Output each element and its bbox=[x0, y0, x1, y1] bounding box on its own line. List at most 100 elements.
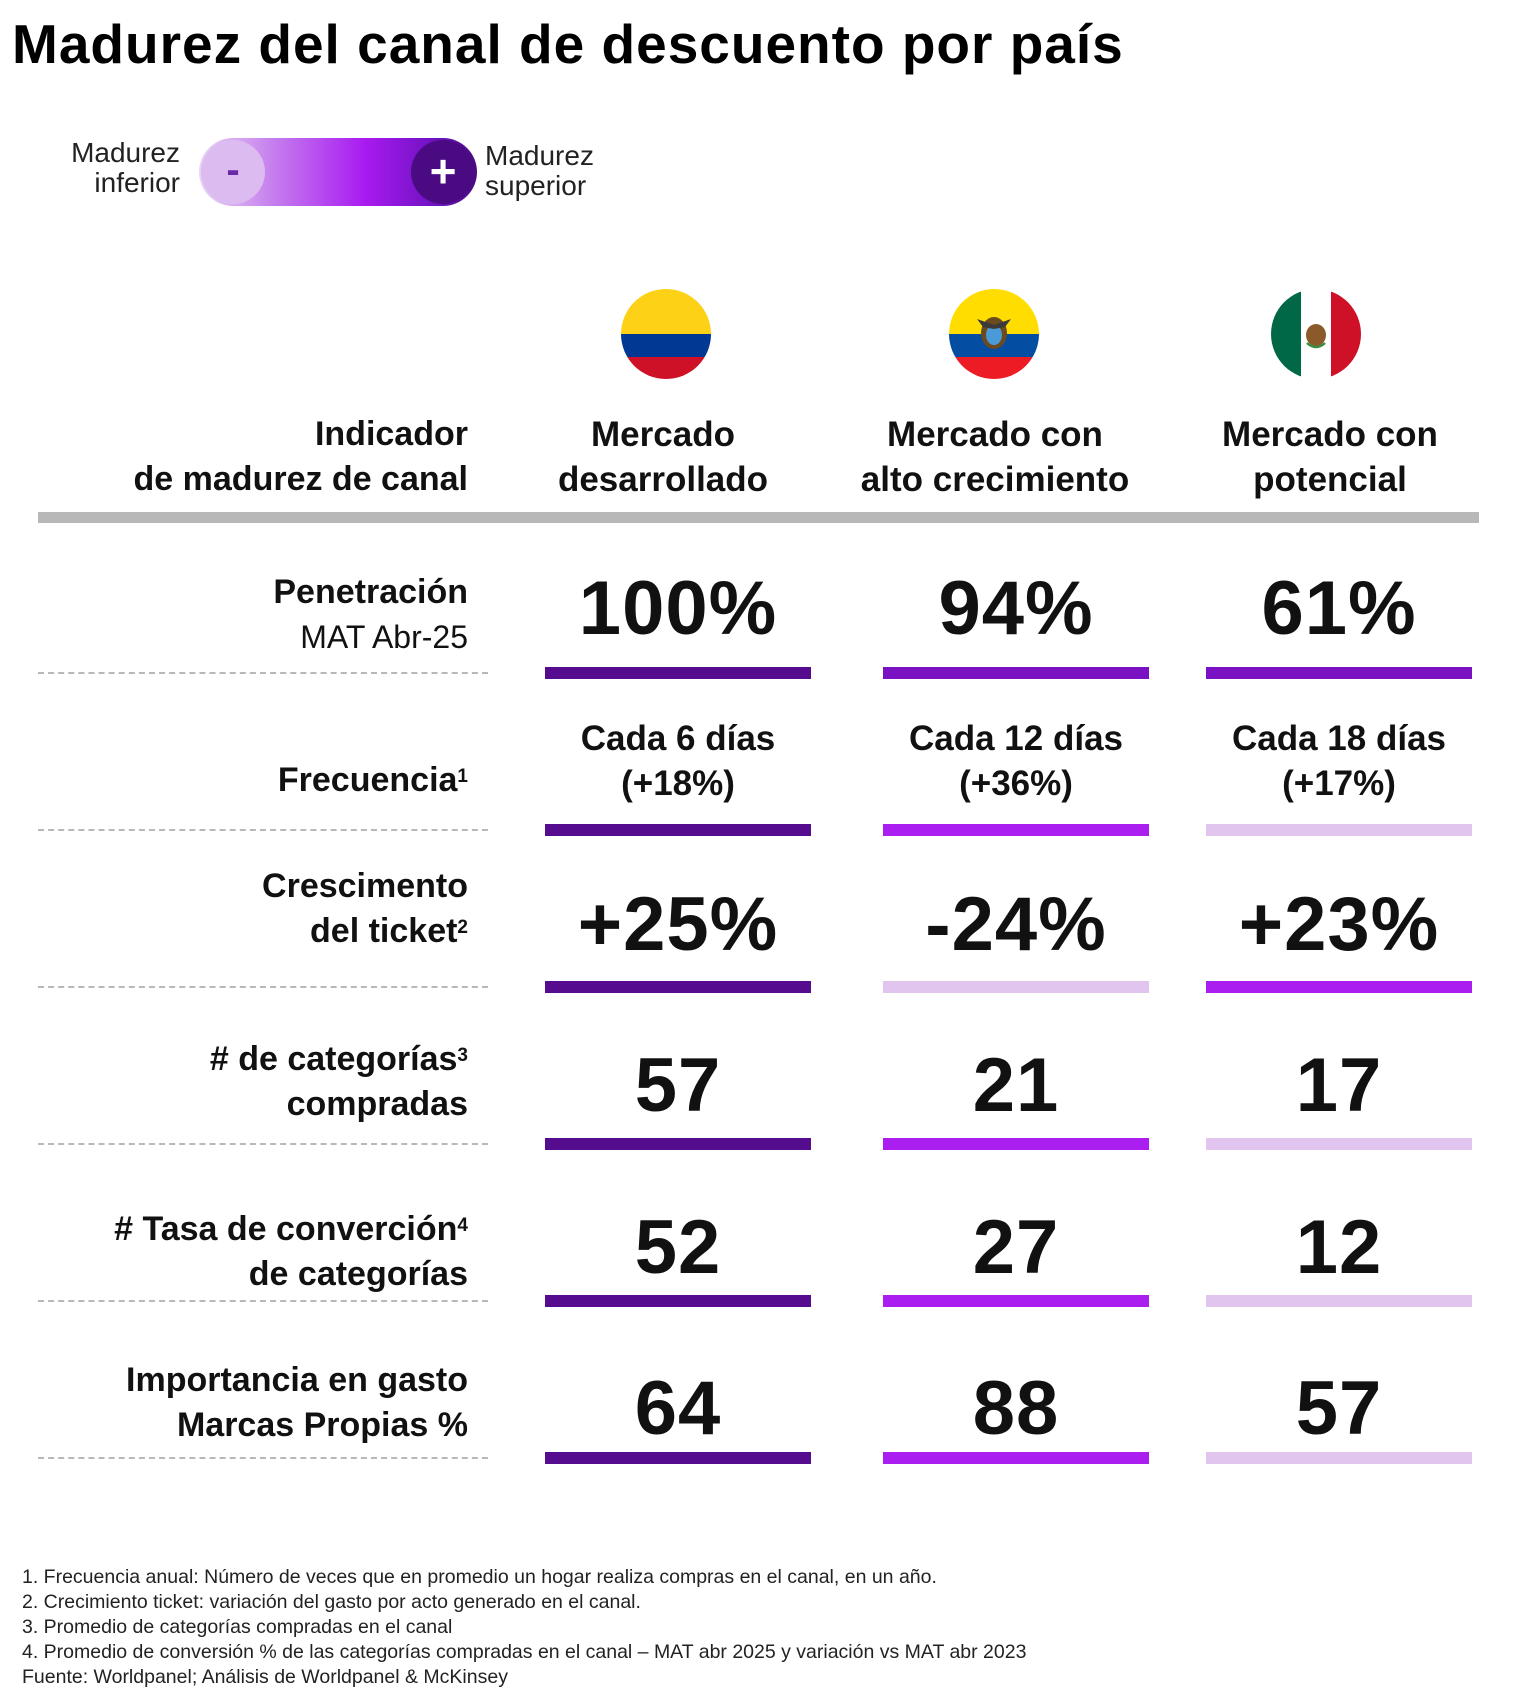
row-divider bbox=[38, 986, 488, 988]
row-label-line1: Frecuencia bbox=[277, 761, 458, 799]
mexico-flag-icon bbox=[1271, 289, 1361, 379]
legend-low-line2: inferior bbox=[94, 167, 180, 198]
header-divider bbox=[38, 512, 1479, 523]
maturity-bar bbox=[883, 981, 1149, 993]
frecuencia-value: Cada 6 días (+18%) bbox=[545, 716, 811, 806]
footnote-ref: 3 bbox=[457, 1045, 468, 1066]
frecuencia-change: (+18%) bbox=[621, 764, 735, 803]
column-header-line1: Mercado bbox=[591, 415, 735, 454]
indicator-header-line1: Indicador bbox=[314, 415, 468, 453]
maturity-bar bbox=[883, 1295, 1149, 1307]
ecuador-flag-icon bbox=[949, 289, 1039, 379]
column-header-desarrollado: Mercado desarrollado bbox=[531, 412, 795, 502]
column-header-line2: alto crecimiento bbox=[860, 460, 1130, 499]
row-label-penetracion: Penetración MAT Abr-25 bbox=[273, 570, 468, 660]
ticket-value: +25% bbox=[577, 882, 779, 967]
colombia-flag-icon bbox=[621, 289, 711, 379]
column-header-line2: desarrollado bbox=[557, 460, 769, 499]
maturity-bar bbox=[1206, 667, 1472, 679]
maturity-bar bbox=[883, 1138, 1149, 1150]
row-label-line1: # de categorías bbox=[209, 1040, 458, 1078]
legend-high-label: Madurez superior bbox=[485, 141, 594, 201]
maturity-bar bbox=[1206, 1295, 1472, 1307]
conversion-value: 52 bbox=[634, 1205, 722, 1290]
row-label-categorias: # de categorías3 compradas bbox=[210, 1037, 468, 1127]
row-divider bbox=[38, 1300, 488, 1302]
maturity-gradient-scale: - + bbox=[199, 138, 477, 206]
row-label-frecuencia: Frecuencia1 bbox=[278, 758, 468, 803]
plus-icon: + bbox=[411, 140, 475, 204]
penetracion-value: 94% bbox=[938, 566, 1094, 651]
row-label-line1: # Tasa de converción bbox=[114, 1210, 458, 1248]
maturity-bar bbox=[1206, 824, 1472, 836]
row-label-conversion: # Tasa de converción4 de categorías bbox=[114, 1207, 468, 1297]
frecuencia-value: Cada 18 días (+17%) bbox=[1206, 716, 1472, 806]
indicator-column-header: Indicador de madurez de canal bbox=[134, 412, 468, 502]
frecuencia-days: Cada 6 días bbox=[580, 719, 776, 758]
conversion-value: 27 bbox=[972, 1205, 1060, 1290]
column-header-line2: potencial bbox=[1253, 460, 1407, 499]
marcas-value: 64 bbox=[634, 1366, 722, 1451]
maturity-bar bbox=[1206, 981, 1472, 993]
ticket-value: -24% bbox=[925, 882, 1107, 967]
row-label-marcas-propias: Importancia en gasto Marcas Propias % bbox=[126, 1358, 468, 1448]
column-header-potencial: Mercado con potencial bbox=[1187, 412, 1473, 502]
frecuencia-value: Cada 12 días (+36%) bbox=[883, 716, 1149, 806]
maturity-bar bbox=[883, 667, 1149, 679]
indicator-header-line2: de madurez de canal bbox=[133, 460, 468, 498]
penetracion-value: 100% bbox=[578, 566, 778, 651]
maturity-bar bbox=[545, 981, 811, 993]
frecuencia-days: Cada 18 días bbox=[1232, 719, 1446, 758]
frecuencia-days: Cada 12 días bbox=[909, 719, 1123, 758]
maturity-bar bbox=[883, 824, 1149, 836]
footnote-ref: 2 bbox=[457, 917, 468, 938]
footnote: 4. Promedio de conversión % de las categ… bbox=[22, 1641, 1027, 1663]
row-label-line2: Marcas Propias % bbox=[176, 1406, 468, 1444]
row-label-line2: compradas bbox=[286, 1085, 468, 1123]
maturity-bar bbox=[1206, 1138, 1472, 1150]
ticket-value: +23% bbox=[1238, 882, 1440, 967]
maturity-bar bbox=[545, 1138, 811, 1150]
categorias-value: 57 bbox=[634, 1043, 722, 1128]
footnote: 3. Promedio de categorías compradas en e… bbox=[22, 1616, 453, 1638]
penetracion-value: 61% bbox=[1261, 566, 1417, 651]
legend-high-line2: superior bbox=[485, 170, 587, 201]
page-title: Madurez del canal de descuento por país bbox=[12, 13, 1124, 75]
row-divider bbox=[38, 829, 488, 831]
row-label-sub: MAT Abr-25 bbox=[300, 619, 468, 655]
row-label-line1: Importancia en gasto bbox=[126, 1361, 468, 1399]
maturity-bar bbox=[1206, 1452, 1472, 1464]
row-label-line1: Crescimento bbox=[262, 867, 468, 905]
column-header-alto-crecimiento: Mercado con alto crecimiento bbox=[840, 412, 1150, 502]
footnote-ref: 4 bbox=[457, 1215, 468, 1236]
maturity-bar bbox=[545, 824, 811, 836]
categorias-value: 17 bbox=[1295, 1043, 1383, 1128]
row-label-line2: de categorías bbox=[248, 1255, 468, 1293]
conversion-value: 12 bbox=[1295, 1205, 1383, 1290]
source-note: Fuente: Worldpanel; Análisis de Worldpan… bbox=[22, 1666, 508, 1688]
marcas-value: 57 bbox=[1295, 1366, 1383, 1451]
column-header-line1: Mercado con bbox=[1222, 415, 1438, 454]
minus-icon: - bbox=[201, 140, 265, 204]
legend-high-line1: Madurez bbox=[485, 140, 594, 171]
row-label-ticket: Crescimento del ticket2 bbox=[262, 864, 468, 954]
categorias-value: 21 bbox=[972, 1043, 1060, 1128]
footnote: 2. Crecimiento ticket: variación del gas… bbox=[22, 1591, 641, 1613]
row-label-line2: del ticket bbox=[310, 912, 458, 950]
marcas-value: 88 bbox=[972, 1366, 1060, 1451]
maturity-bar bbox=[545, 1295, 811, 1307]
frecuencia-change: (+36%) bbox=[959, 764, 1073, 803]
footnote: 1. Frecuencia anual: Número de veces que… bbox=[22, 1566, 937, 1588]
footnote-ref: 1 bbox=[457, 766, 468, 787]
legend-low-line1: Madurez bbox=[71, 137, 180, 168]
column-header-line1: Mercado con bbox=[887, 415, 1103, 454]
row-divider bbox=[38, 672, 488, 674]
row-divider bbox=[38, 1143, 488, 1145]
maturity-bar bbox=[545, 1452, 811, 1464]
maturity-bar bbox=[545, 667, 811, 679]
maturity-bar bbox=[883, 1452, 1149, 1464]
row-divider bbox=[38, 1457, 488, 1459]
row-label-line1: Penetración bbox=[273, 573, 468, 611]
footnotes: 1. Frecuencia anual: Número de veces que… bbox=[22, 1565, 1026, 1690]
frecuencia-change: (+17%) bbox=[1282, 764, 1396, 803]
